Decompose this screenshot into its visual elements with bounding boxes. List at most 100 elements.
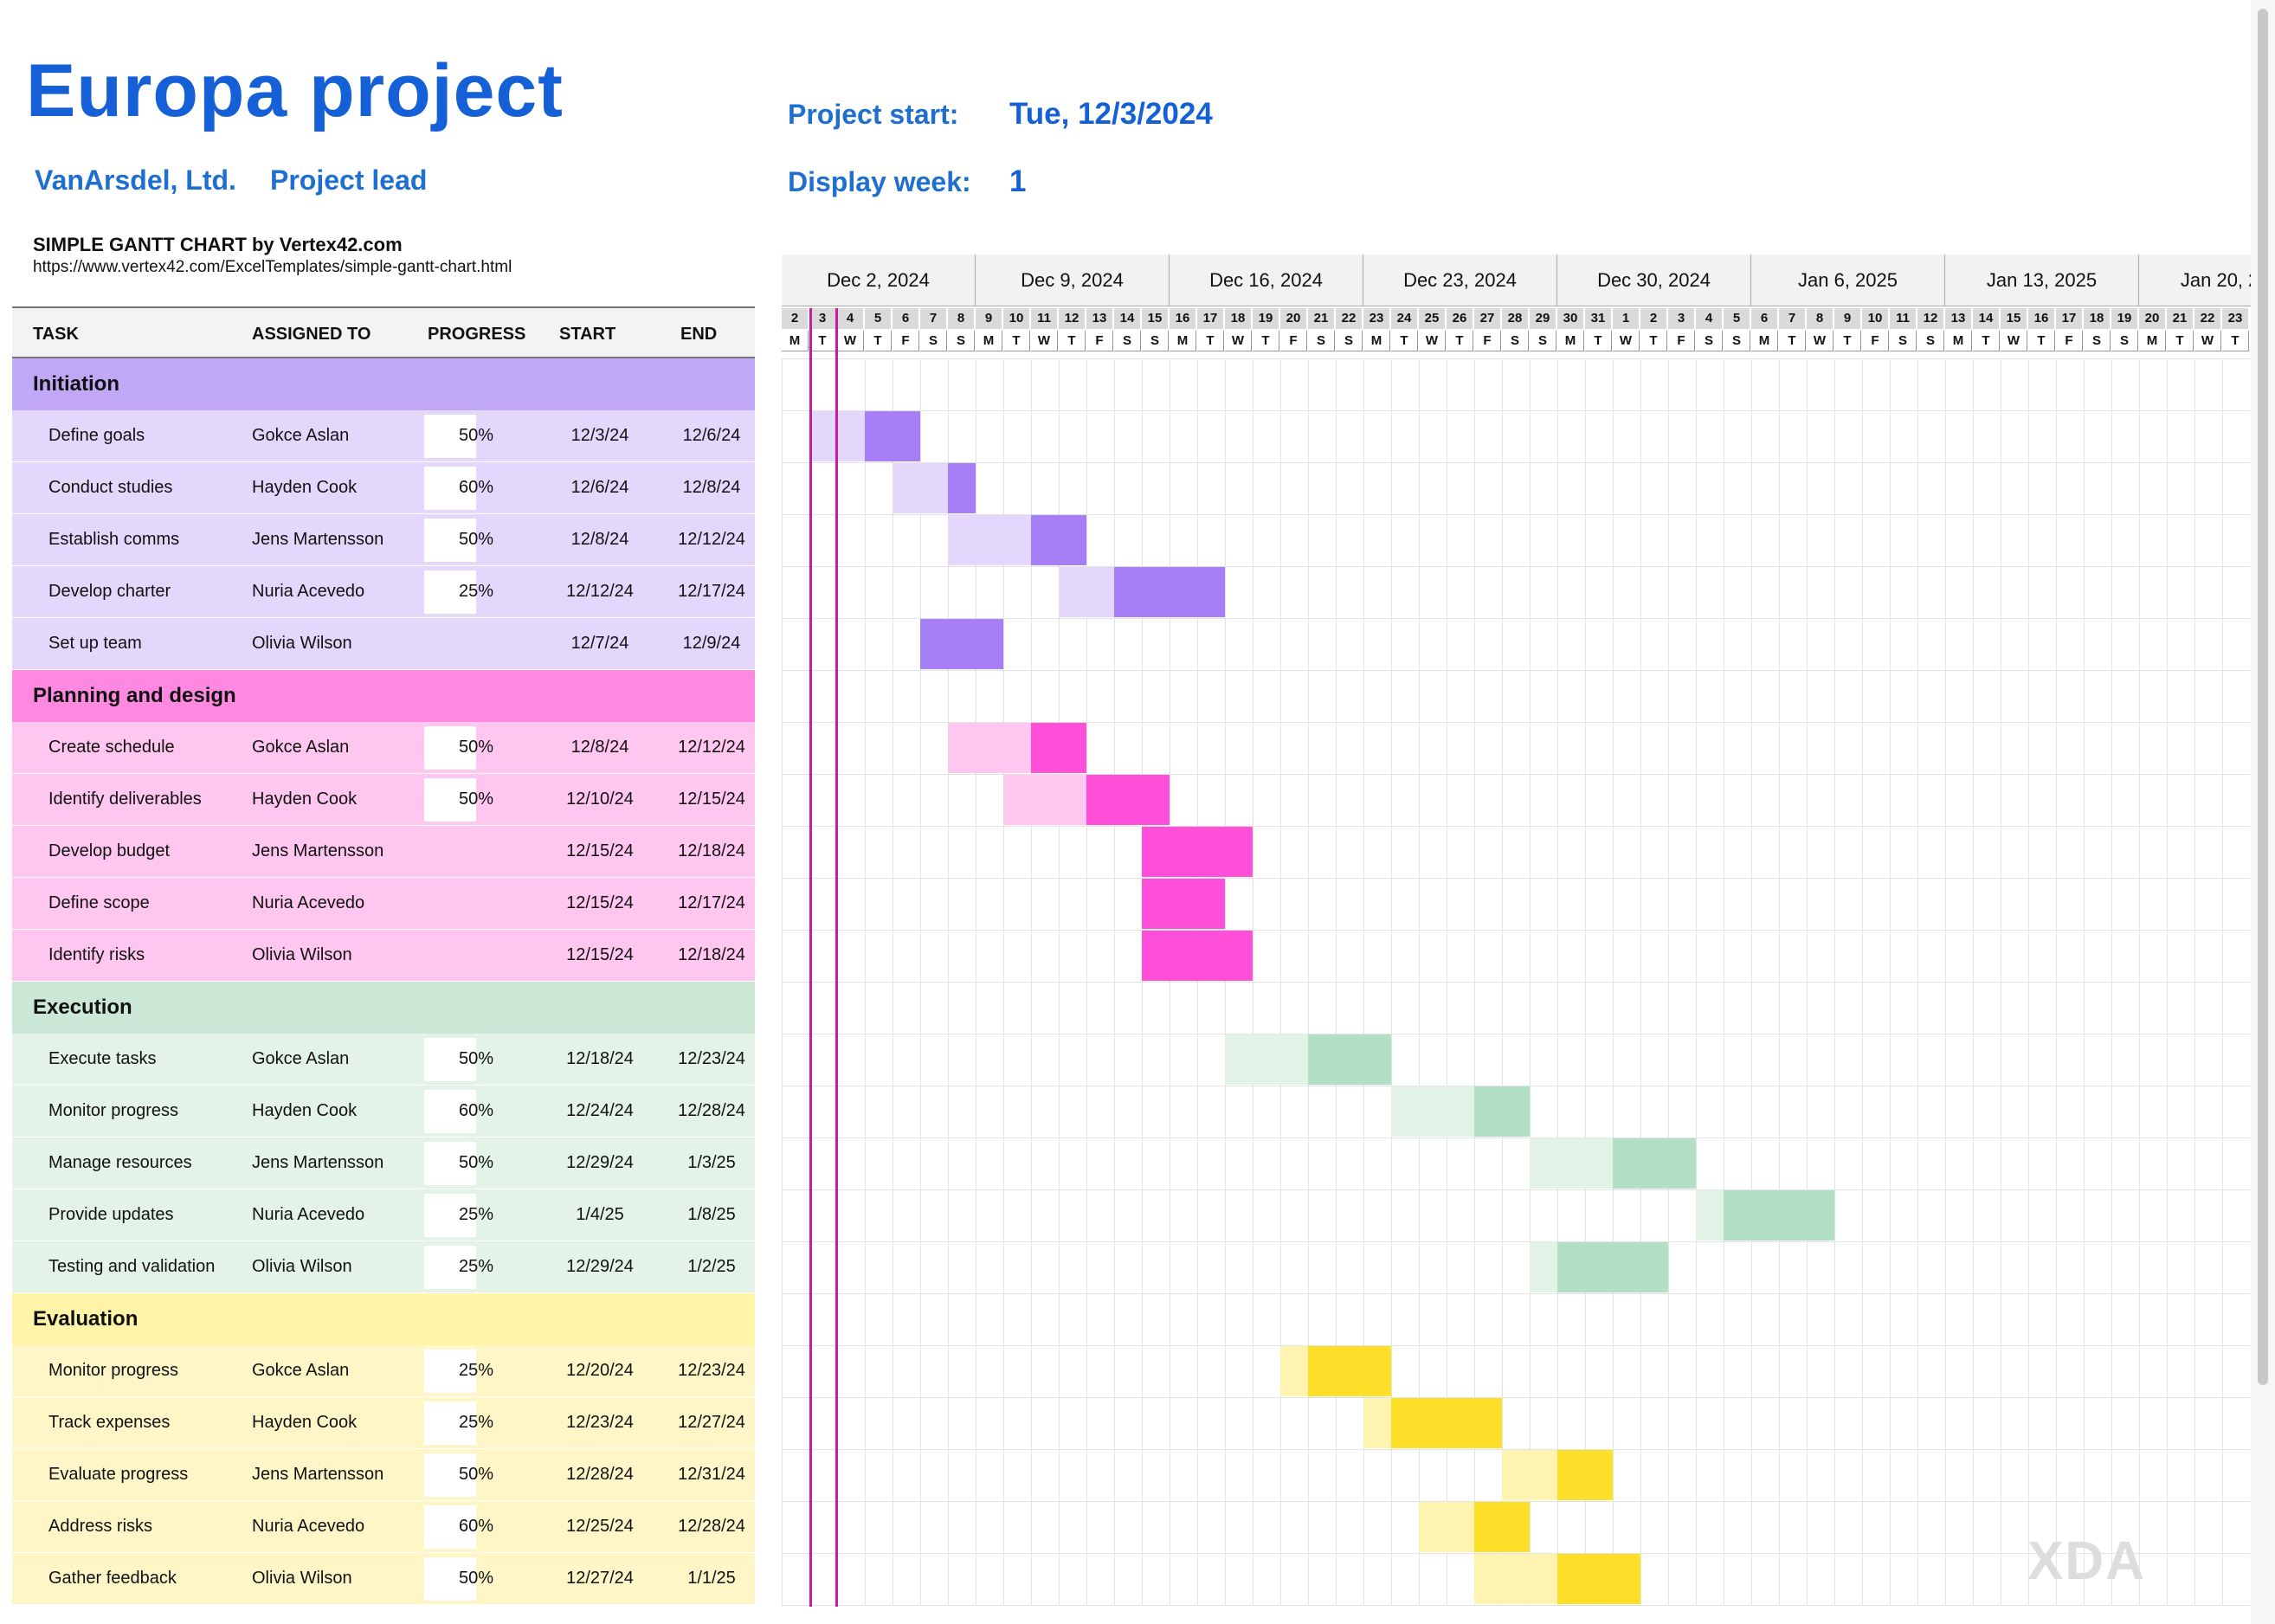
display-week-value[interactable]: 1 [1009, 164, 1027, 198]
task-progress[interactable]: 50% [459, 738, 494, 757]
task-row[interactable]: Identify deliverables Hayden Cook 50% 12/10… [12, 774, 755, 826]
task-name[interactable]: Monitor progress [48, 1361, 179, 1380]
task-name[interactable]: Identify deliverables [48, 789, 202, 809]
task-name[interactable]: Identify risks [48, 945, 145, 964]
task-row[interactable]: Create schedule Gokce Aslan 50% 12/8/24 12/1… [12, 722, 755, 774]
task-progress[interactable]: 25% [459, 1413, 494, 1432]
task-progress[interactable]: 50% [459, 789, 494, 809]
task-assignee[interactable]: Olivia Wilson [252, 1569, 352, 1588]
task-row[interactable]: Address risks Nuria Acevedo 60% 12/25/24 12/… [12, 1501, 755, 1553]
task-progress[interactable]: 50% [459, 426, 494, 445]
task-progress[interactable]: 60% [459, 478, 494, 497]
task-row[interactable]: Establish comms Jens Martensson 50% 12/8/24… [12, 514, 755, 566]
task-start[interactable]: 12/23/24 [566, 1413, 634, 1432]
task-end[interactable]: 12/23/24 [678, 1049, 745, 1068]
task-row[interactable]: Execute tasks Gokce Aslan 50% 12/18/24 12/23… [12, 1034, 755, 1086]
template-link[interactable]: https://www.vertex42.com/ExcelTemplates/… [33, 258, 512, 276]
gantt-bar[interactable] [1391, 1398, 1502, 1448]
task-assignee[interactable]: Nuria Acevedo [252, 1205, 365, 1224]
task-row[interactable]: Develop budget Jens Martensson 12/15/24 12/… [12, 826, 755, 878]
task-name[interactable]: Evaluate progress [48, 1465, 189, 1484]
task-assignee[interactable]: Hayden Cook [252, 478, 358, 497]
task-end[interactable]: 12/23/24 [678, 1361, 745, 1380]
task-row[interactable]: Gather feedback Olivia Wilson 50% 12/27/24 1… [12, 1553, 755, 1605]
task-progress[interactable]: 25% [459, 1361, 494, 1380]
task-end[interactable]: 12/12/24 [678, 530, 745, 549]
task-name[interactable]: Set up team [48, 634, 142, 653]
gantt-bar[interactable] [1308, 1346, 1391, 1396]
gantt-bar[interactable] [948, 463, 976, 513]
task-end[interactable]: 1/3/25 [687, 1153, 736, 1172]
task-progress[interactable]: 50% [459, 530, 494, 549]
task-progress[interactable]: 50% [459, 1153, 494, 1172]
gantt-bar[interactable] [1308, 1034, 1391, 1085]
task-start[interactable]: 12/25/24 [566, 1517, 634, 1536]
task-start[interactable]: 12/24/24 [566, 1101, 634, 1120]
task-assignee[interactable]: Gokce Aslan [252, 426, 350, 445]
task-row[interactable]: Monitor progress Gokce Aslan 25% 12/20/24 12… [12, 1345, 755, 1397]
task-name[interactable]: Create schedule [48, 738, 175, 757]
gantt-bar[interactable] [1086, 775, 1170, 825]
task-start[interactable]: 12/29/24 [566, 1257, 634, 1276]
gantt-bar[interactable] [1613, 1138, 1696, 1189]
task-progress[interactable]: 50% [459, 1569, 494, 1588]
task-end[interactable]: 12/12/24 [678, 738, 745, 757]
gantt-bar[interactable] [1142, 931, 1253, 981]
task-row[interactable]: Define goals Gokce Aslan 50% 12/3/24 12/6/24 [12, 410, 755, 462]
gantt-bar[interactable] [920, 619, 1003, 669]
task-start[interactable]: 12/12/24 [566, 582, 634, 601]
task-row[interactable]: Track expenses Hayden Cook 25% 12/23/24 12/2… [12, 1397, 755, 1449]
task-name[interactable]: Track expenses [48, 1413, 171, 1432]
task-name[interactable]: Manage resources [48, 1153, 192, 1172]
task-end[interactable]: 12/28/24 [678, 1517, 745, 1536]
task-end[interactable]: 12/18/24 [678, 841, 745, 860]
task-assignee[interactable]: Jens Martensson [252, 1465, 384, 1484]
gantt-bar[interactable] [1557, 1242, 1668, 1292]
task-name[interactable]: Define goals [48, 426, 145, 445]
task-assignee[interactable]: Nuria Acevedo [252, 893, 365, 912]
task-assignee[interactable]: Olivia Wilson [252, 1257, 352, 1276]
task-row[interactable]: Conduct studies Hayden Cook 60% 12/6/24 12/8… [12, 462, 755, 514]
task-row[interactable]: Manage resources Jens Martensson 50% 12/29/… [12, 1137, 755, 1189]
task-start[interactable]: 12/15/24 [566, 893, 634, 912]
task-end[interactable]: 12/31/24 [678, 1465, 745, 1484]
task-end[interactable]: 12/6/24 [682, 426, 741, 445]
task-assignee[interactable]: Hayden Cook [252, 1413, 358, 1432]
task-end[interactable]: 12/18/24 [678, 945, 745, 964]
task-row[interactable]: Evaluate progress Jens Martensson 50% 12/28… [12, 1449, 755, 1501]
gantt-bar[interactable] [1557, 1450, 1613, 1500]
task-assignee[interactable]: Jens Martensson [252, 841, 384, 860]
task-name[interactable]: Conduct studies [48, 478, 173, 497]
task-start[interactable]: 12/10/24 [566, 789, 634, 809]
task-row[interactable]: Testing and validation Olivia Wilson 25% 12… [12, 1241, 755, 1293]
task-end[interactable]: 1/1/25 [687, 1569, 736, 1588]
task-name[interactable]: Define scope [48, 893, 150, 912]
task-start[interactable]: 12/15/24 [566, 841, 634, 860]
scrollbar-thumb[interactable] [2258, 9, 2268, 1385]
project-start-value[interactable]: Tue, 12/3/2024 [1009, 97, 1213, 131]
task-start[interactable]: 12/28/24 [566, 1465, 634, 1484]
gantt-bar[interactable] [1031, 515, 1086, 565]
task-progress[interactable]: 60% [459, 1101, 494, 1120]
task-assignee[interactable]: Gokce Aslan [252, 1361, 350, 1380]
task-name[interactable]: Execute tasks [48, 1049, 157, 1068]
task-name[interactable]: Establish comms [48, 530, 180, 549]
task-assignee[interactable]: Nuria Acevedo [252, 1517, 365, 1536]
gantt-bar[interactable] [1474, 1502, 1530, 1552]
task-name[interactable]: Gather feedback [48, 1569, 177, 1588]
task-progress[interactable]: 25% [459, 582, 494, 601]
gantt-bar[interactable] [865, 411, 920, 461]
gantt-bar[interactable] [1142, 827, 1253, 877]
task-assignee[interactable]: Jens Martensson [252, 530, 384, 549]
task-progress[interactable]: 25% [459, 1205, 494, 1224]
task-progress[interactable]: 60% [459, 1517, 494, 1536]
gantt-bar[interactable] [1474, 1086, 1530, 1137]
task-assignee[interactable]: Nuria Acevedo [252, 582, 365, 601]
task-start[interactable]: 12/3/24 [570, 426, 629, 445]
task-assignee[interactable]: Olivia Wilson [252, 945, 352, 964]
gantt-bar[interactable] [1142, 879, 1225, 929]
gantt-bar[interactable] [1031, 723, 1086, 773]
task-row[interactable]: Monitor progress Hayden Cook 60% 12/24/24 12… [12, 1086, 755, 1137]
task-end[interactable]: 12/17/24 [678, 893, 745, 912]
task-end[interactable]: 1/8/25 [687, 1205, 736, 1224]
